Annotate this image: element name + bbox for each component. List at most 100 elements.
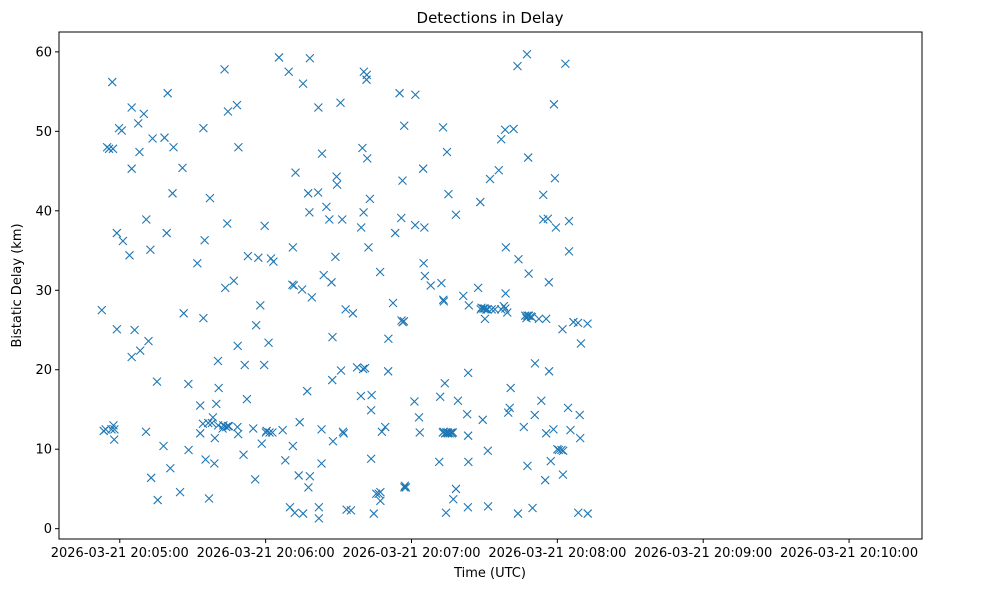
y-tick-label: 20 bbox=[35, 363, 52, 378]
data-point bbox=[109, 435, 119, 445]
data-point bbox=[127, 103, 137, 112]
data-point bbox=[305, 471, 315, 481]
data-point bbox=[426, 281, 436, 290]
data-point bbox=[160, 133, 169, 143]
data-point bbox=[313, 188, 323, 197]
data-point bbox=[583, 319, 592, 329]
data-point bbox=[260, 221, 270, 231]
data-point bbox=[546, 456, 556, 466]
data-point bbox=[583, 509, 593, 518]
data-point bbox=[303, 188, 313, 198]
data-point bbox=[522, 49, 532, 59]
y-axis-label: Bistatic Delay (km) bbox=[10, 223, 25, 347]
data-point bbox=[144, 336, 153, 346]
data-point bbox=[179, 308, 189, 318]
data-point bbox=[444, 189, 453, 199]
data-point bbox=[269, 257, 278, 267]
data-point bbox=[473, 283, 483, 293]
data-point bbox=[327, 375, 337, 385]
data-point bbox=[248, 424, 258, 433]
data-point bbox=[524, 269, 534, 278]
data-point bbox=[324, 215, 334, 224]
data-point bbox=[135, 147, 144, 157]
data-point bbox=[490, 304, 500, 314]
data-point bbox=[203, 418, 213, 428]
data-point bbox=[434, 457, 444, 467]
data-point bbox=[280, 455, 290, 465]
data-point bbox=[418, 164, 428, 174]
data-point bbox=[496, 134, 506, 144]
data-point bbox=[284, 67, 294, 77]
data-point bbox=[259, 360, 269, 370]
data-point bbox=[549, 99, 559, 109]
data-point bbox=[441, 508, 451, 518]
data-point bbox=[233, 429, 243, 439]
plot-frame bbox=[58, 31, 923, 540]
data-point bbox=[390, 228, 400, 238]
data-point bbox=[104, 144, 114, 154]
data-point bbox=[566, 425, 575, 435]
data-point bbox=[159, 441, 168, 451]
data-point bbox=[500, 125, 510, 135]
data-point bbox=[557, 445, 566, 455]
y-tick-label: 50 bbox=[35, 125, 52, 140]
data-point bbox=[419, 258, 429, 268]
data-point bbox=[448, 428, 458, 437]
data-point bbox=[313, 103, 323, 112]
data-point bbox=[213, 356, 223, 366]
data-point bbox=[501, 242, 511, 252]
data-point bbox=[458, 291, 468, 301]
data-point bbox=[414, 413, 424, 422]
data-point bbox=[200, 235, 210, 245]
data-point bbox=[234, 142, 243, 152]
data-point bbox=[356, 391, 366, 401]
data-point bbox=[480, 314, 490, 324]
data-point bbox=[184, 445, 193, 455]
data-point bbox=[453, 396, 463, 406]
data-point bbox=[514, 254, 523, 264]
data-point bbox=[573, 318, 583, 328]
data-point bbox=[462, 409, 472, 419]
data-point bbox=[211, 399, 221, 409]
data-point bbox=[480, 304, 490, 313]
data-point bbox=[475, 197, 485, 207]
data-point bbox=[148, 134, 157, 143]
data-point bbox=[420, 271, 430, 281]
data-point bbox=[195, 401, 205, 410]
data-point bbox=[401, 482, 411, 492]
data-point bbox=[205, 193, 215, 203]
data-point bbox=[294, 471, 304, 480]
data-point bbox=[410, 90, 420, 100]
data-point bbox=[438, 122, 448, 132]
data-point bbox=[400, 482, 409, 492]
data-point bbox=[223, 421, 233, 431]
data-point bbox=[222, 219, 232, 228]
data-point bbox=[229, 276, 239, 286]
data-point bbox=[162, 228, 172, 238]
data-point bbox=[239, 450, 248, 460]
data-point bbox=[305, 53, 315, 63]
data-point bbox=[268, 428, 277, 437]
data-point bbox=[544, 277, 554, 287]
data-point bbox=[288, 242, 298, 252]
data-point bbox=[558, 470, 568, 480]
data-point bbox=[501, 289, 510, 298]
data-point bbox=[141, 215, 151, 224]
data-point bbox=[513, 509, 523, 518]
data-point bbox=[399, 121, 409, 131]
data-point bbox=[274, 53, 284, 62]
data-point bbox=[298, 79, 308, 89]
data-point bbox=[375, 496, 385, 506]
data-point bbox=[396, 213, 406, 223]
data-point bbox=[314, 502, 324, 512]
data-point bbox=[314, 513, 324, 523]
data-point bbox=[331, 252, 340, 262]
data-point bbox=[255, 300, 265, 310]
data-point bbox=[509, 124, 518, 134]
data-point bbox=[536, 396, 546, 406]
data-point bbox=[233, 422, 242, 432]
data-point bbox=[523, 461, 532, 471]
points-layer bbox=[97, 49, 593, 523]
x-axis-label: Time (UTC) bbox=[453, 566, 526, 581]
